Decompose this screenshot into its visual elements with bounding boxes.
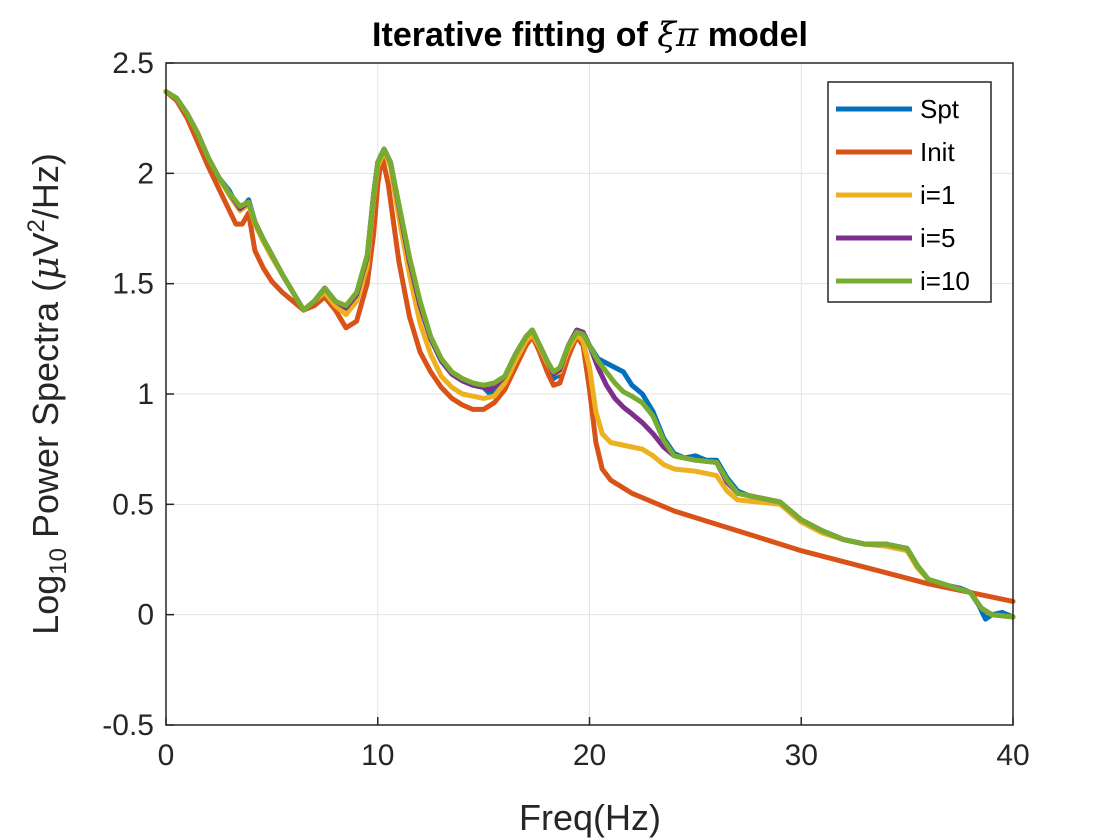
x-tick-label: 30 [785,739,818,772]
y-label-mid: Power Spectra ( [25,280,66,548]
y-label-prefix: Log [25,575,66,635]
x-axis-label: Freq(Hz) [519,797,661,838]
y-label-v: V [25,233,66,257]
chart-title: Iterative fitting of ξπ model [372,15,808,55]
legend-label: i=1 [920,180,955,210]
y-label-superscript: 2 [23,219,50,232]
ticks: 0 10 20 30 40-0.500.511.522.5 [102,47,1029,772]
legend-label: Spt [920,94,960,124]
legend-box [827,81,992,303]
chart-title-prefix: Iterative fitting of [372,16,657,54]
y-axis-label: Log10 Power Spectra (μV2/Hz) [23,153,72,635]
y-tick-label: -0.5 [102,709,154,742]
y-label-subscript: 10 [45,548,72,575]
legend: Spt Init i=1 i=5 i=10 [827,81,992,303]
y-tick-label: 1.5 [112,268,154,301]
x-tick-label: 0 [158,739,175,772]
y-tick-label: 1 [137,378,154,411]
y-tick-label: 0 [137,599,154,632]
x-tick-label: 20 [573,739,606,772]
y-tick-label: 2.5 [112,47,154,80]
y-label-suffix: /Hz) [25,153,66,219]
chart-title-suffix: model [698,16,808,54]
y-tick-label: 0.5 [112,488,154,521]
series-line-i-10 [163,89,1016,620]
legend-label: i=5 [920,223,955,253]
x-tick-label: 10 [361,739,394,772]
y-tick-label: 2 [137,157,154,190]
series-layer [163,89,1016,622]
series-line-init [163,89,1016,604]
x-tick-label: 40 [996,739,1029,772]
legend-label: Init [920,137,955,167]
legend-label: i=10 [920,266,970,296]
chart-title-math: ξπ [657,15,699,55]
y-label-mu: μ [26,257,67,280]
